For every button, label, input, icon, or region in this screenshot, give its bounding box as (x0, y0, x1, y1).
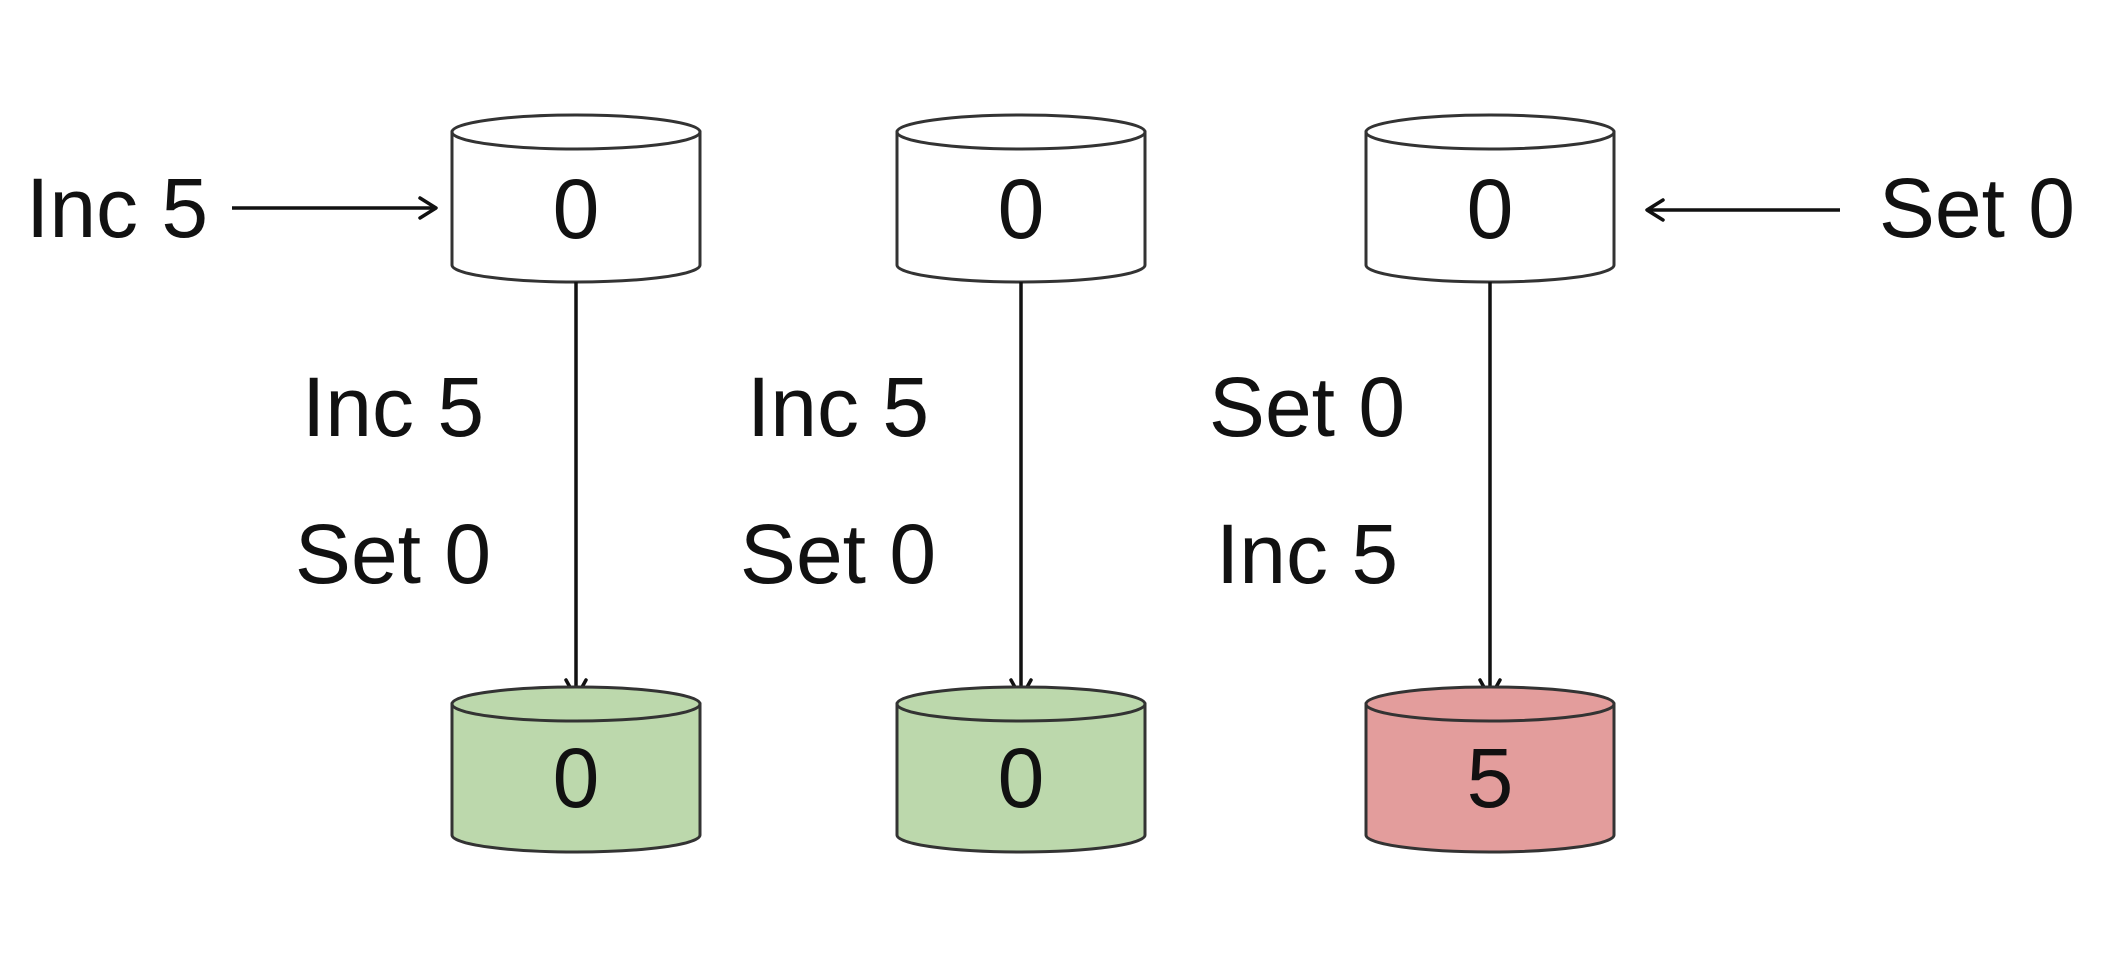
replica-2-final-db-top (895, 685, 1147, 723)
replica-2-initial-db: 0 (895, 113, 1147, 284)
replica-1-final-value: 0 (553, 731, 600, 825)
replica-1-final-db-body (450, 702, 702, 854)
replica-2-applied-op-1: Inc 5 (747, 360, 929, 454)
replica-1-initial-db: 0 (450, 113, 702, 284)
replica-3: 0 Set 0 Set 0 Inc 5 5 (1209, 113, 2075, 854)
replica-2-initial-value: 0 (998, 162, 1045, 256)
replica-3-incoming-arrow-head (1645, 198, 1665, 222)
replica-1-initial-value: 0 (553, 162, 600, 256)
replica-1-replication-arrow (564, 282, 588, 700)
replica-1-initial-db-top (450, 113, 702, 151)
replica-1-final-db: 0 (450, 685, 702, 854)
replica-3-initial-db-body (1364, 130, 1616, 284)
replica-2-applied-op-2: Set 0 (740, 507, 936, 601)
replica-2-replication-arrow (1009, 282, 1033, 700)
replica-3-final-db-top (1364, 685, 1616, 723)
replica-2-final-value: 0 (998, 731, 1045, 825)
replica-3-final-db-body (1364, 702, 1616, 854)
replica-1-applied-op-2: Set 0 (295, 507, 491, 601)
replica-1-incoming-arrow-head (418, 196, 438, 220)
replica-1-incoming-op: Inc 5 (26, 161, 208, 255)
replica-3-final-db: 5 (1364, 685, 1616, 854)
replica-1: 0 Inc 5 Inc 5 Set 0 0 (26, 113, 702, 854)
replica-1-final-db-top (450, 685, 702, 723)
replica-1-applied-op-1: Inc 5 (302, 360, 484, 454)
replica-2-final-db: 0 (895, 685, 1147, 854)
replica-3-incoming-op: Set 0 (1879, 161, 2075, 255)
replica-3-applied-op-1: Set 0 (1209, 360, 1405, 454)
replica-2-initial-db-top (895, 113, 1147, 151)
replica-2-final-db-body (895, 702, 1147, 854)
replica-3-initial-db-top (1364, 113, 1616, 151)
replica-3-initial-value: 0 (1467, 162, 1514, 256)
replica-3-initial-db: 0 (1364, 113, 1616, 284)
replica-2: 0 Inc 5 Set 0 0 (740, 113, 1147, 854)
replica-3-final-value: 5 (1467, 731, 1514, 825)
replica-3-incoming-arrow (1645, 198, 1840, 222)
replica-1-incoming-arrow (232, 196, 438, 220)
replica-1-initial-db-body (450, 130, 702, 284)
replica-2-initial-db-body (895, 130, 1147, 284)
replica-3-applied-op-2: Inc 5 (1216, 507, 1398, 601)
replica-3-replication-arrow (1478, 282, 1502, 700)
